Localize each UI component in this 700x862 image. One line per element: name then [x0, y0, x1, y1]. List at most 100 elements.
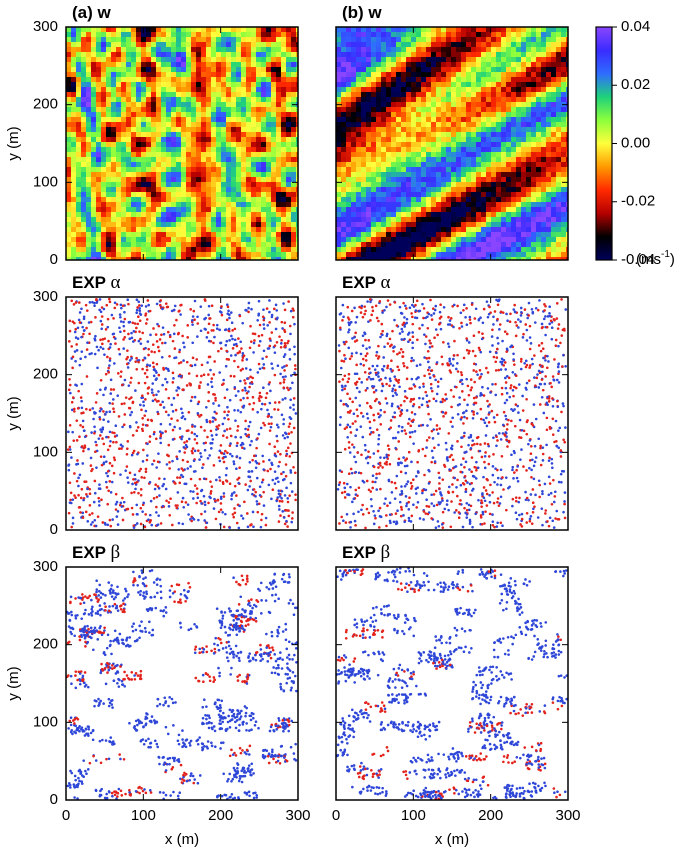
field-cell — [181, 147, 186, 152]
field-cell — [216, 132, 221, 137]
field-cell — [471, 187, 476, 192]
field-cell — [546, 172, 551, 177]
field-cell — [361, 72, 366, 77]
field-cell — [421, 82, 426, 87]
field-cell — [371, 257, 376, 260]
field-cell — [96, 47, 101, 52]
field-cell — [431, 202, 436, 207]
field-cell — [406, 152, 411, 157]
field-cell — [466, 107, 471, 112]
field-cell — [151, 212, 156, 217]
field-cell — [276, 212, 281, 217]
field-cell — [361, 152, 366, 157]
particle — [206, 361, 209, 364]
field-cell — [516, 92, 521, 97]
field-cell — [186, 42, 191, 47]
field-cell — [251, 157, 256, 162]
particle — [217, 404, 221, 407]
field-cell — [536, 132, 541, 137]
field-cell — [196, 232, 201, 237]
field-cell — [246, 242, 251, 247]
field-cell — [416, 182, 421, 187]
field-cell — [501, 82, 506, 87]
field-cell — [431, 137, 436, 142]
particle — [106, 448, 110, 452]
field-cell — [196, 67, 201, 72]
field-cell — [136, 27, 141, 32]
field-cell — [246, 47, 251, 52]
field-cell — [66, 42, 71, 47]
field-cell — [446, 82, 451, 87]
field-cell — [141, 122, 146, 127]
field-cell — [91, 57, 96, 62]
particle — [137, 381, 141, 385]
field-cell — [536, 82, 541, 87]
field-cell — [551, 227, 556, 232]
field-cell — [376, 252, 381, 257]
particle — [214, 399, 217, 402]
field-cell — [551, 112, 556, 117]
field-cell — [71, 37, 76, 42]
field-cell — [421, 142, 426, 147]
field-cell — [446, 227, 451, 232]
field-cell — [246, 192, 251, 197]
field-cell — [206, 77, 211, 82]
field-cell — [281, 82, 286, 87]
field-cell — [561, 222, 566, 227]
field-cell — [466, 172, 471, 177]
field-cell — [256, 237, 261, 242]
field-cell — [441, 137, 446, 142]
field-cell — [546, 217, 551, 222]
field-cell — [291, 142, 296, 147]
field-cell — [336, 232, 341, 237]
field-cell — [181, 52, 186, 57]
field-cell — [561, 107, 566, 112]
field-cell — [146, 97, 151, 102]
field-cell — [511, 212, 516, 217]
field-cell — [171, 237, 176, 242]
field-cell — [141, 72, 146, 77]
field-cell — [271, 227, 276, 232]
field-cell — [551, 122, 556, 127]
field-cell — [341, 132, 346, 137]
field-cell — [201, 197, 206, 202]
field-cell — [566, 147, 568, 152]
field-cell — [471, 252, 476, 257]
field-cell — [466, 237, 471, 242]
field-cell — [476, 87, 481, 92]
field-cell — [156, 47, 161, 52]
field-cell — [271, 82, 276, 87]
field-cell — [361, 62, 366, 67]
field-cell — [521, 257, 526, 260]
field-cell — [116, 87, 121, 92]
particle — [95, 392, 99, 395]
field-cell — [436, 97, 441, 102]
field-cell — [336, 177, 341, 182]
field-cell — [546, 222, 551, 227]
field-cell — [176, 227, 181, 232]
field-cell — [496, 147, 501, 152]
field-cell — [541, 72, 546, 77]
field-cell — [381, 247, 386, 252]
field-cell — [386, 192, 391, 197]
field-cell — [496, 207, 501, 212]
field-cell — [541, 242, 546, 247]
field-cell — [406, 207, 411, 212]
field-cell — [466, 62, 471, 67]
particle — [289, 332, 292, 336]
field-cell — [391, 72, 396, 77]
field-cell — [71, 42, 76, 47]
field-cell — [541, 42, 546, 47]
field-cell — [501, 232, 506, 237]
field-cell — [441, 212, 446, 217]
field-cell — [161, 137, 166, 142]
field-cell — [271, 102, 276, 107]
field-cell — [421, 72, 426, 77]
field-cell — [121, 37, 126, 42]
field-cell — [151, 62, 156, 67]
field-cell — [96, 222, 101, 227]
field-cell — [381, 77, 386, 82]
field-cell — [351, 47, 356, 52]
field-cell — [346, 47, 351, 52]
field-cell — [551, 27, 556, 32]
